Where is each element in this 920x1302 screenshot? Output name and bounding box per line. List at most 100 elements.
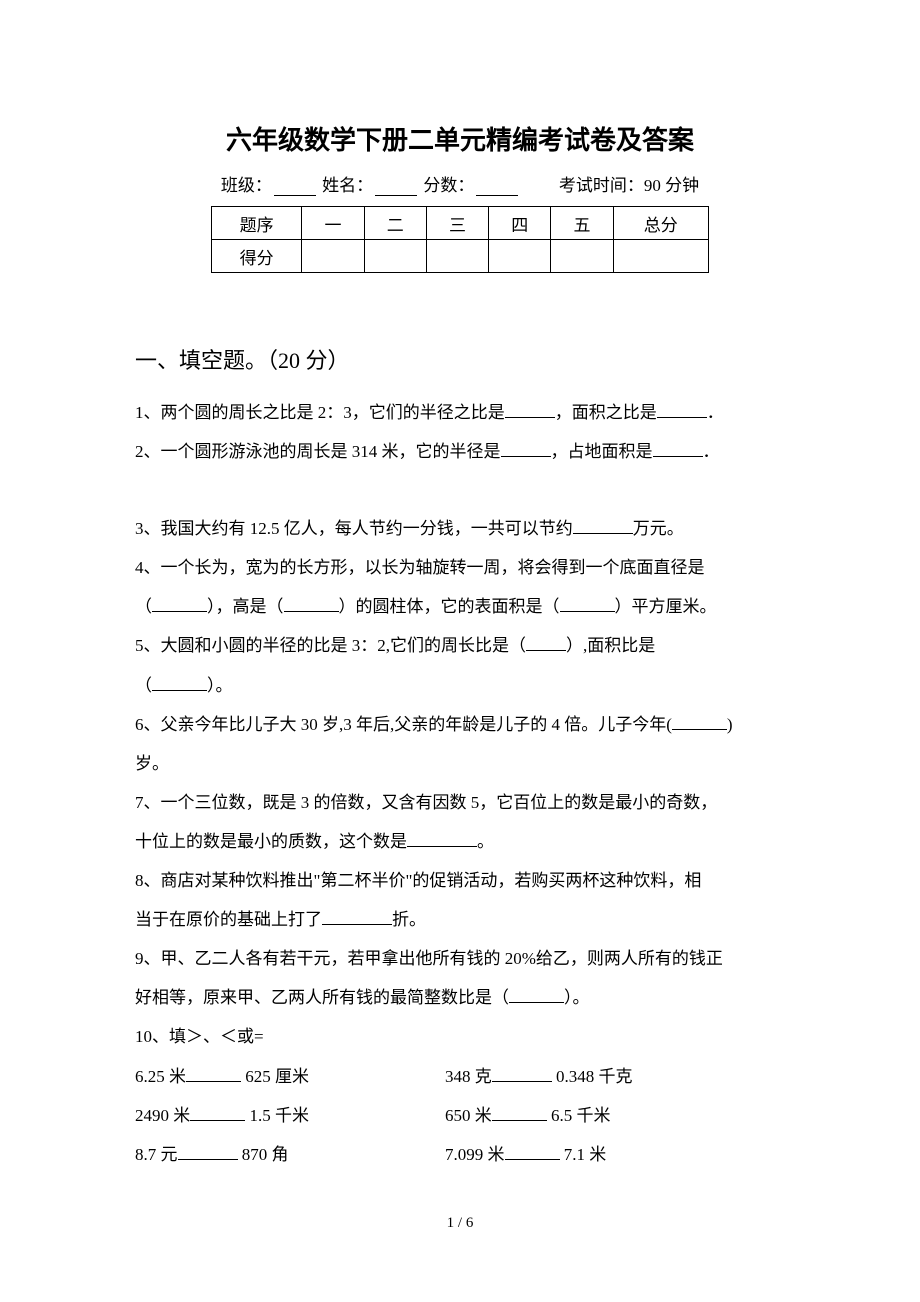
- q-text: 。: [477, 832, 494, 851]
- question-3: 3、我国大约有 12.5 亿人，每人节约一分钱，一共可以节约 万元。: [135, 509, 785, 548]
- cell-header: 得分: [212, 240, 302, 273]
- exam-title: 六年级数学下册二单元精编考试卷及答案: [135, 120, 785, 157]
- question-7: 7、一个三位数，既是 3 的倍数，又含有因数 5，它百位上的数是最小的奇数， 十…: [135, 783, 785, 861]
- question-10-title: 10、填＞、＜或=: [135, 1017, 785, 1056]
- q-text: 6、父亲今年比儿子大 30 岁,3 年后,父亲的年龄是儿子的 4 倍。儿子今年(: [135, 715, 672, 734]
- cell-header: 题序: [212, 207, 302, 240]
- q-text: ）。: [207, 676, 233, 695]
- question-2: 2、一个圆形游泳池的周长是 314 米，它的半径是 ，占地面积是 ．: [135, 432, 785, 471]
- q-text: 万元。: [633, 519, 684, 538]
- comp-text: 6.25 米: [135, 1067, 186, 1086]
- answer-blank[interactable]: [492, 1066, 552, 1082]
- answer-blank[interactable]: [672, 714, 727, 730]
- cell: 一: [302, 207, 364, 240]
- table-row: 题序 一 二 三 四 五 总分: [212, 207, 709, 240]
- q-text: ）。: [564, 988, 590, 1007]
- page-number: 1 / 6: [0, 1215, 920, 1232]
- comparison-row: 8.7 元 870 角 7.099 米 7.1 米: [135, 1135, 785, 1174]
- section-1-title: 一、填空题。（20 分）: [135, 343, 785, 375]
- answer-blank[interactable]: [501, 441, 551, 457]
- question-8: 8、商店对某种饮料推出"第二杯半价"的促销活动，若购买两杯这种饮料，相 当于在原…: [135, 861, 785, 939]
- score-table: 题序 一 二 三 四 五 总分 得分: [211, 206, 709, 273]
- answer-blank[interactable]: [152, 596, 207, 612]
- answer-blank[interactable]: [152, 675, 207, 691]
- question-6: 6、父亲今年比儿子大 30 岁,3 年后,父亲的年龄是儿子的 4 倍。儿子今年(…: [135, 705, 785, 783]
- answer-blank[interactable]: [190, 1105, 245, 1121]
- cell-blank[interactable]: [426, 240, 488, 273]
- score-blank[interactable]: [476, 178, 518, 196]
- q-text: 5、大圆和小圆的半径的比是 3：2,它们的周长比是（: [135, 636, 526, 655]
- cell-blank[interactable]: [489, 240, 551, 273]
- q-text: ，面积之比是: [555, 403, 657, 422]
- q-text: 岁。: [135, 754, 169, 773]
- q-text: ）的圆柱体，它的表面积是（: [339, 597, 560, 616]
- q-text: 十位上的数是最小的质数，这个数是: [135, 832, 407, 851]
- q-text: 1、两个圆的周长之比是 2：3，它们的半径之比是: [135, 403, 505, 422]
- question-4: 4、一个长为，宽为的长方形，以长为轴旋转一周，将会得到一个底面直径是 （ ），高是…: [135, 548, 785, 626]
- answer-blank[interactable]: [407, 831, 477, 847]
- comp-text: 7.1 米: [560, 1145, 607, 1164]
- q-text: 折。: [392, 910, 426, 929]
- q-text: 3、我国大约有 12.5 亿人，每人节约一分钱，一共可以节约: [135, 519, 573, 538]
- answer-blank[interactable]: [573, 518, 633, 534]
- answer-blank[interactable]: [505, 1144, 560, 1160]
- name-label: 姓名：: [322, 176, 373, 195]
- comparison-row: 6.25 米 625 厘米 348 克 0.348 千克: [135, 1057, 785, 1096]
- comparison-row: 2490 米 1.5 千米 650 米 6.5 千米: [135, 1096, 785, 1135]
- answer-blank[interactable]: [560, 596, 615, 612]
- q-text: 好相等，原来甲、乙两人所有钱的最简整数比是（: [135, 988, 509, 1007]
- header-info: 班级： 姓名： 分数： 考试时间：90 分钟: [135, 171, 785, 196]
- cell: 四: [489, 207, 551, 240]
- comp-text: 0.348 千克: [552, 1067, 633, 1086]
- question-1: 1、两个圆的周长之比是 2：3，它们的半径之比是 ，面积之比是 ．: [135, 393, 785, 432]
- answer-blank[interactable]: [505, 402, 555, 418]
- class-label: 班级：: [221, 176, 272, 195]
- cell: 二: [364, 207, 426, 240]
- q-text: ．: [707, 403, 724, 422]
- q-text: ．: [703, 442, 720, 461]
- q-text: 当于在原价的基础上打了: [135, 910, 322, 929]
- answer-blank[interactable]: [186, 1066, 241, 1082]
- answer-blank[interactable]: [492, 1105, 547, 1121]
- q-text: ）平方厘米。: [615, 597, 717, 616]
- q-text: ): [727, 715, 733, 734]
- cell-blank[interactable]: [302, 240, 364, 273]
- answer-blank[interactable]: [284, 596, 339, 612]
- comp-text: 625 厘米: [241, 1067, 309, 1086]
- time-label: 考试时间：90 分钟: [559, 176, 699, 195]
- comp-text: 870 角: [238, 1145, 289, 1164]
- comp-text: 8.7 元: [135, 1145, 178, 1164]
- comp-text: 7.099 米: [445, 1145, 505, 1164]
- comp-text: 1.5 千米: [245, 1106, 309, 1125]
- comp-text: 6.5 千米: [547, 1106, 611, 1125]
- q-text: ）,面积比是: [566, 636, 655, 655]
- score-label: 分数：: [423, 176, 474, 195]
- q-text: 8、商店对某种饮料推出"第二杯半价"的促销活动，若购买两杯这种饮料，相: [135, 871, 701, 890]
- class-blank[interactable]: [274, 178, 316, 196]
- answer-blank[interactable]: [657, 402, 707, 418]
- answer-blank[interactable]: [509, 987, 564, 1003]
- cell: 三: [426, 207, 488, 240]
- q-text: （: [135, 676, 152, 695]
- question-9: 9、甲、乙二人各有若干元，若甲拿出他所有钱的 20%给乙，则两人所有的钱正 好相…: [135, 939, 785, 1017]
- q-text: 7、一个三位数，既是 3 的倍数，又含有因数 5，它百位上的数是最小的奇数，: [135, 793, 717, 812]
- q-text: （: [135, 597, 152, 616]
- cell: 总分: [613, 207, 708, 240]
- answer-blank[interactable]: [526, 635, 566, 651]
- cell-blank[interactable]: [613, 240, 708, 273]
- q-text: 2、一个圆形游泳池的周长是 314 米，它的半径是: [135, 442, 501, 461]
- q-text: ），高是（: [207, 597, 284, 616]
- question-5: 5、大圆和小圆的半径的比是 3：2,它们的周长比是（ ）,面积比是 （ ）。: [135, 626, 785, 704]
- comp-text: 348 克: [445, 1067, 492, 1086]
- cell-blank[interactable]: [551, 240, 613, 273]
- q-text: ，占地面积是: [551, 442, 653, 461]
- answer-blank[interactable]: [178, 1144, 238, 1160]
- table-row: 得分: [212, 240, 709, 273]
- cell: 五: [551, 207, 613, 240]
- comp-text: 650 米: [445, 1106, 492, 1125]
- answer-blank[interactable]: [322, 909, 392, 925]
- name-blank[interactable]: [375, 178, 417, 196]
- q-text: 4、一个长为，宽为的长方形，以长为轴旋转一周，将会得到一个底面直径是: [135, 558, 705, 577]
- cell-blank[interactable]: [364, 240, 426, 273]
- answer-blank[interactable]: [653, 441, 703, 457]
